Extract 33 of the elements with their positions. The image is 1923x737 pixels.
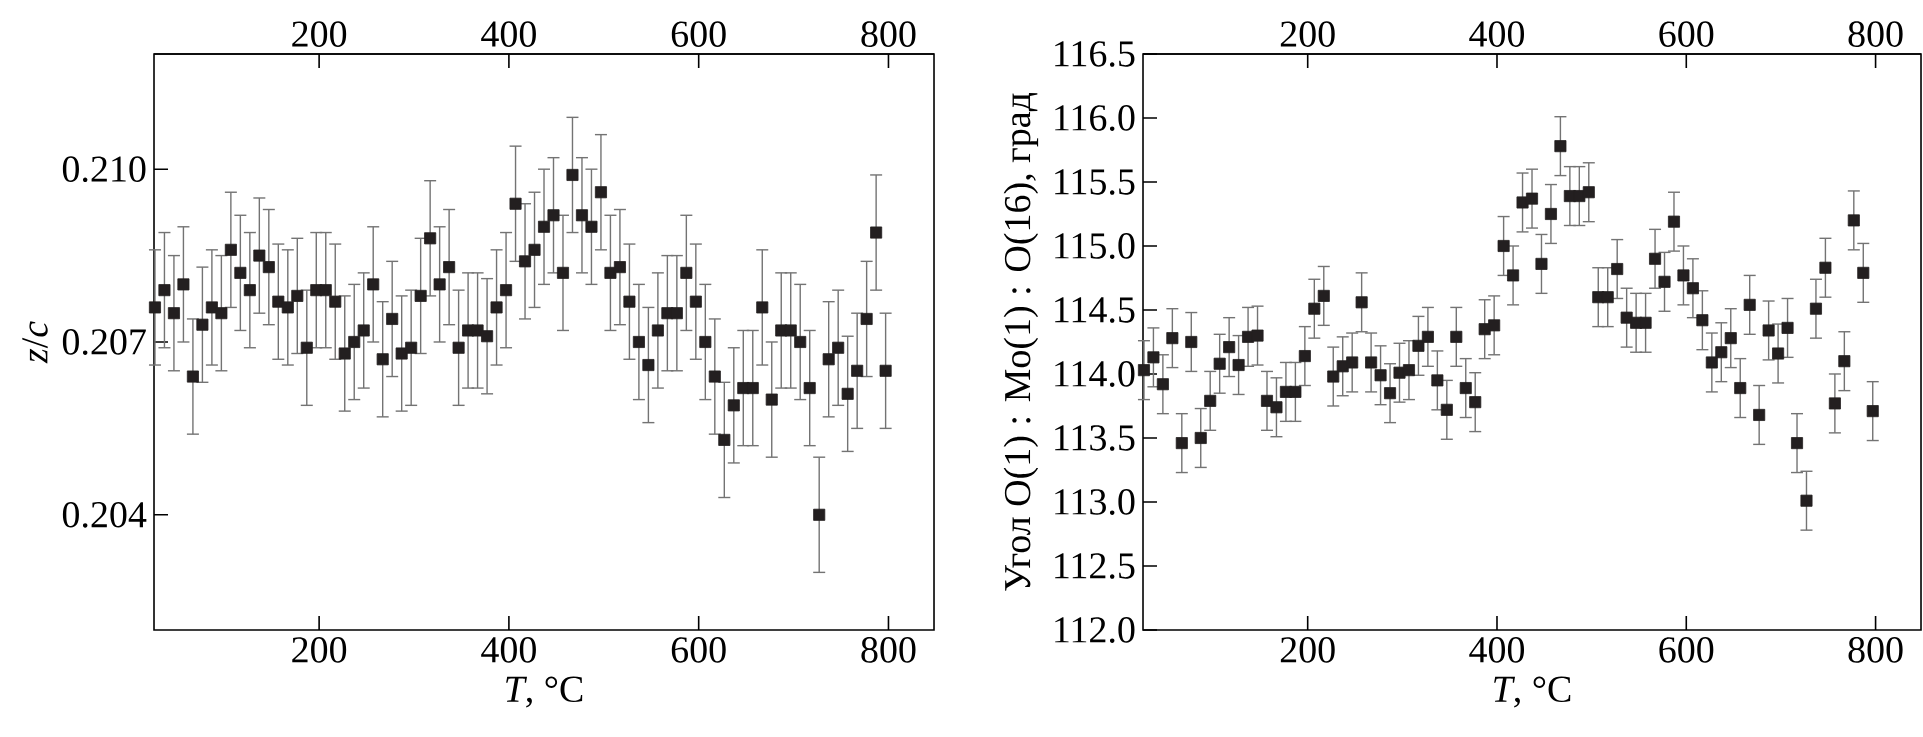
y-tick-label: 115.0: [1055, 233, 1135, 259]
y-tick-label: 0.210: [62, 156, 146, 183]
x-axis-title: T, °C: [506, 676, 583, 708]
x-axis-title: T, °C: [1494, 676, 1571, 708]
y-tick-label: 112.0: [1055, 617, 1135, 643]
x-tick-label: 800: [861, 637, 916, 663]
y-tick-label: 116.5: [1055, 41, 1135, 67]
x-tick-label: 600: [671, 637, 726, 663]
x2-tick-label: 400: [481, 21, 536, 47]
x-tick-label: 400: [481, 637, 536, 663]
x-tick-label: 800: [1848, 637, 1903, 663]
y-axis-title: Угол O(1) : Mo(1) : O(16), град: [1003, 92, 1039, 591]
y-tick-label: 0.204: [62, 501, 147, 528]
y-axis-title: z/c: [22, 321, 48, 364]
x2-tick-label: 800: [1848, 21, 1903, 47]
y-tick-label: 113.0: [1055, 489, 1135, 515]
y-tick-label: 114.5: [1055, 297, 1135, 323]
x2-tick-label: 200: [292, 21, 347, 47]
x2-tick-label: 800: [861, 21, 916, 47]
y-tick-label: 115.5: [1055, 169, 1135, 195]
y-tick-label: 113.5: [1055, 425, 1135, 451]
y-tick-label: 116.0: [1055, 105, 1135, 131]
x-tick-label: 200: [1280, 637, 1335, 663]
y-tick-label: 114.0: [1055, 361, 1135, 387]
x2-tick-label: 200: [1280, 21, 1335, 47]
x2-tick-label: 600: [1659, 21, 1714, 47]
x2-tick-label: 400: [1469, 21, 1525, 47]
x2-tick-label: 600: [671, 21, 726, 47]
x-tick-label: 200: [292, 637, 347, 663]
y-tick-label: 0.207: [62, 329, 146, 355]
y-tick-label: 112.5: [1055, 553, 1135, 579]
x-tick-label: 400: [1469, 637, 1525, 663]
x-tick-label: 600: [1659, 637, 1714, 663]
